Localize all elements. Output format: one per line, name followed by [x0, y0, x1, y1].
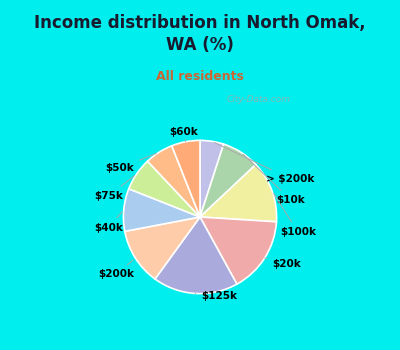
Wedge shape [123, 189, 200, 231]
Text: $20k: $20k [265, 258, 301, 269]
Text: Income distribution in North Omak,
WA (%): Income distribution in North Omak, WA (%… [34, 14, 366, 54]
Wedge shape [200, 140, 224, 217]
Text: $50k: $50k [105, 153, 156, 173]
Text: All residents: All residents [156, 70, 244, 83]
Wedge shape [155, 217, 237, 294]
Wedge shape [200, 164, 277, 222]
Text: $200k: $200k [98, 260, 134, 279]
Text: $125k: $125k [195, 291, 237, 301]
Wedge shape [200, 217, 276, 284]
Wedge shape [148, 146, 200, 217]
Wedge shape [129, 161, 200, 217]
Text: $10k: $10k [243, 154, 305, 205]
Text: $60k: $60k [170, 127, 198, 142]
Wedge shape [172, 140, 200, 217]
Text: > $200k: > $200k [214, 142, 314, 184]
Text: $100k: $100k [274, 194, 316, 237]
Wedge shape [200, 144, 256, 217]
Wedge shape [125, 217, 200, 279]
Text: $75k: $75k [94, 176, 134, 201]
Text: City-Data.com: City-Data.com [226, 94, 290, 104]
Text: $40k: $40k [94, 212, 123, 233]
